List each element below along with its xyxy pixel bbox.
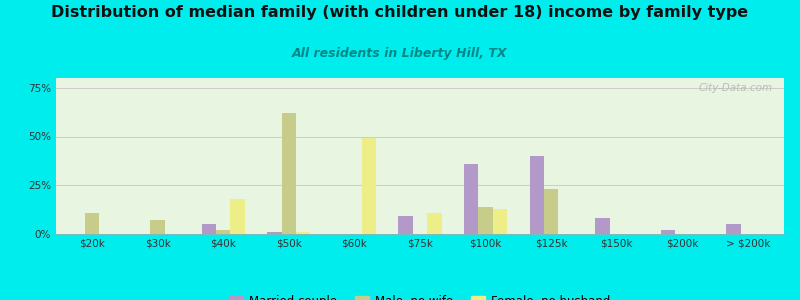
- Bar: [398, 217, 413, 234]
- Text: All residents in Liberty Hill, TX: All residents in Liberty Hill, TX: [292, 46, 508, 59]
- Bar: [267, 232, 282, 234]
- Bar: [726, 224, 741, 234]
- Text: City-Data.com: City-Data.com: [699, 83, 773, 93]
- Bar: [282, 113, 296, 234]
- Bar: [478, 207, 493, 234]
- Bar: [530, 156, 544, 234]
- Bar: [464, 164, 478, 234]
- Bar: [544, 189, 558, 234]
- Bar: [427, 212, 442, 234]
- Legend: Married couple, Male, no wife, Female, no husband: Married couple, Male, no wife, Female, n…: [225, 290, 615, 300]
- Bar: [202, 224, 216, 234]
- Bar: [595, 218, 610, 234]
- Bar: [493, 209, 507, 234]
- Bar: [362, 138, 376, 234]
- Bar: [150, 220, 165, 234]
- Bar: [230, 199, 245, 234]
- Bar: [216, 230, 230, 234]
- Bar: [85, 212, 99, 234]
- Bar: [661, 230, 675, 234]
- Bar: [296, 232, 310, 234]
- Text: Distribution of median family (with children under 18) income by family type: Distribution of median family (with chil…: [51, 4, 749, 20]
